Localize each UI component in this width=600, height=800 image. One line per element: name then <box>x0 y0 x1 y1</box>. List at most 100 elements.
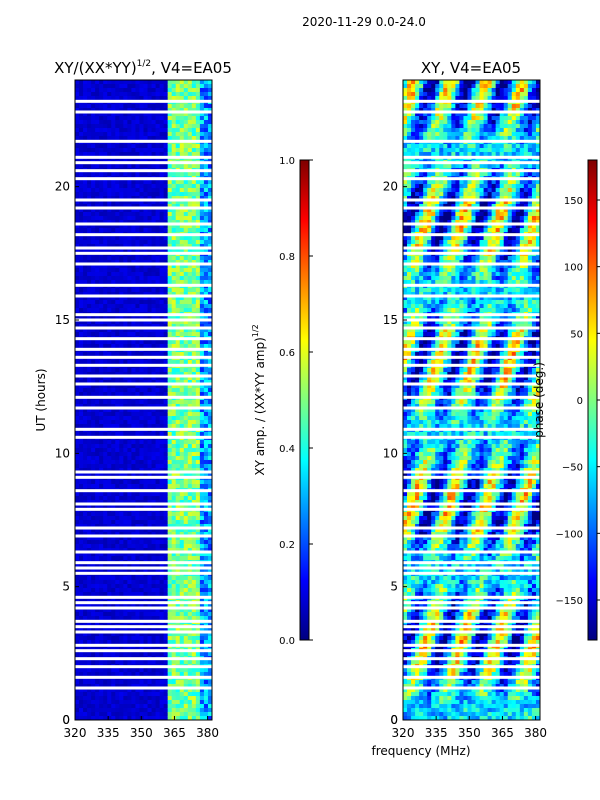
heatmap-cell <box>187 248 193 253</box>
heatmap-cell <box>139 704 145 709</box>
heatmap-cell <box>171 244 177 249</box>
heatmap-cell <box>167 584 173 589</box>
heatmap-cell <box>111 108 116 113</box>
heatmap-cell <box>175 520 181 525</box>
heatmap-cell <box>103 228 108 233</box>
heatmap-cell <box>91 524 96 529</box>
heatmap-cell <box>83 628 88 633</box>
heatmap-cell <box>127 708 133 713</box>
heatmap-cell <box>151 304 157 309</box>
heatmap-cell <box>103 236 108 241</box>
heatmap-cell <box>135 236 141 241</box>
heatmap-cell <box>135 448 141 453</box>
heatmap-cell <box>115 120 120 125</box>
heatmap-cell <box>75 376 80 381</box>
heatmap-cell <box>103 704 108 709</box>
heatmap-cell <box>143 84 149 89</box>
heatmap-cell <box>131 444 137 449</box>
heatmap-cell <box>95 328 100 333</box>
heatmap-cell <box>143 248 149 253</box>
heatmap-cell <box>111 448 116 453</box>
heatmap-cell <box>183 380 189 385</box>
heatmap-cell <box>127 132 133 137</box>
heatmap-cell <box>183 200 189 205</box>
heatmap-cell <box>163 652 169 657</box>
heatmap-cell <box>115 604 120 609</box>
heatmap-cell <box>115 332 120 337</box>
heatmap-cell <box>151 420 157 425</box>
heatmap-cell <box>127 164 133 169</box>
heatmap-cell <box>103 112 108 117</box>
heatmap-cell <box>175 504 181 509</box>
heatmap-cell <box>87 612 92 617</box>
heatmap-cell <box>187 608 193 613</box>
heatmap-cell <box>163 236 169 241</box>
heatmap-cell <box>199 144 205 149</box>
heatmap-cell <box>83 448 88 453</box>
heatmap-cell <box>123 580 128 585</box>
heatmap-cell <box>159 264 165 269</box>
heatmap-cell <box>167 512 173 517</box>
heatmap-cell <box>135 640 141 645</box>
heatmap-cell <box>191 416 197 421</box>
heatmap-cell <box>179 320 185 325</box>
heatmap-cell <box>147 568 153 573</box>
heatmap-cell <box>183 112 189 117</box>
heatmap-cell <box>155 248 161 253</box>
heatmap-cell <box>175 92 181 97</box>
heatmap-cell <box>75 612 80 617</box>
heatmap-cell <box>83 172 88 177</box>
heatmap-cell <box>135 220 141 225</box>
heatmap-cell <box>167 524 173 529</box>
heatmap-cell <box>103 592 108 597</box>
heatmap-cell <box>195 180 201 185</box>
heatmap-cell <box>187 456 193 461</box>
heatmap-cell <box>107 152 112 157</box>
heatmap-cell <box>143 700 149 705</box>
heatmap-cell <box>187 616 193 621</box>
heatmap-cell <box>111 416 116 421</box>
heatmap-cell <box>187 688 193 693</box>
heatmap-cell <box>131 368 137 373</box>
heatmap-cell <box>167 468 173 473</box>
heatmap-cell <box>155 672 161 677</box>
heatmap-cell <box>175 204 181 209</box>
heatmap-cell <box>119 360 124 365</box>
heatmap-cell <box>163 464 169 469</box>
heatmap-cell <box>99 480 104 485</box>
heatmap-cell <box>115 408 120 413</box>
heatmap-cell <box>103 632 108 637</box>
heatmap-cell <box>179 208 185 213</box>
heatmap-cell <box>143 484 149 489</box>
heatmap-cell <box>163 544 169 549</box>
heatmap-cell <box>191 304 197 309</box>
heatmap-cell <box>139 296 145 301</box>
heatmap-cell <box>107 440 112 445</box>
heatmap-cell <box>187 220 193 225</box>
heatmap-cell <box>119 496 124 501</box>
heatmap-cell <box>107 672 112 677</box>
heatmap-cell <box>143 692 149 697</box>
heatmap-cell <box>151 320 157 325</box>
heatmap-cell <box>167 328 173 333</box>
heatmap-cell <box>191 536 197 541</box>
heatmap-cell <box>123 304 128 309</box>
heatmap-cell <box>95 332 100 337</box>
heatmap-cell <box>115 584 120 589</box>
heatmap-cell <box>139 696 145 701</box>
heatmap-cell <box>107 512 112 517</box>
heatmap-cell <box>167 228 173 233</box>
heatmap-cell <box>99 224 104 229</box>
heatmap-cell <box>151 124 157 129</box>
heatmap-cell <box>175 112 181 117</box>
heatmap-cell <box>115 612 120 617</box>
heatmap-cell <box>167 616 173 621</box>
heatmap-cell <box>103 580 108 585</box>
heatmap-cell <box>95 700 100 705</box>
heatmap-cell <box>151 464 157 469</box>
heatmap-cell <box>107 576 112 581</box>
heatmap-cell <box>159 352 165 357</box>
heatmap-cell <box>179 536 185 541</box>
heatmap-cell <box>191 496 197 501</box>
heatmap-cell <box>155 444 161 449</box>
